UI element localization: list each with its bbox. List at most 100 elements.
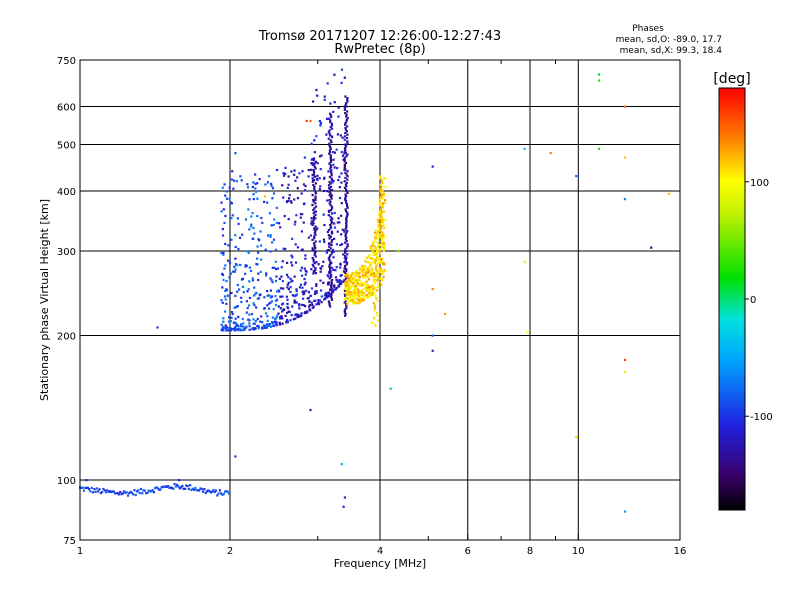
f-layer-x-point bbox=[379, 259, 382, 262]
f-layer-o-point bbox=[271, 316, 274, 319]
f-layer-o-point bbox=[237, 324, 240, 327]
f-layer-o-point bbox=[335, 148, 338, 151]
f-layer-o-point bbox=[284, 166, 287, 169]
f-layer-o-point bbox=[240, 325, 243, 328]
e-layer-point bbox=[159, 488, 162, 491]
f-layer-o-point bbox=[328, 202, 331, 205]
f-layer-o-point bbox=[254, 319, 258, 323]
f-layer-o-point bbox=[257, 251, 260, 254]
f-layer-x-point bbox=[373, 251, 376, 254]
f-layer-o-point bbox=[290, 254, 293, 257]
f-layer-o-point bbox=[346, 205, 349, 208]
y-axis: 75 100 200 300 400 500 600 750 bbox=[57, 56, 86, 547]
f-layer-o-point bbox=[344, 148, 347, 151]
f-layer-o-point bbox=[311, 257, 314, 260]
f-layer-o-point bbox=[274, 323, 277, 326]
f-layer-o-point bbox=[222, 278, 225, 282]
e-layer-point bbox=[200, 487, 203, 491]
f-layer-x-point bbox=[381, 218, 384, 222]
f-layer-o-point bbox=[247, 288, 250, 291]
f-layer-x-point bbox=[360, 299, 363, 302]
f-layer-x-point bbox=[378, 175, 382, 178]
e-layer-point bbox=[216, 494, 219, 497]
f-layer-o-point bbox=[309, 234, 313, 237]
f-layer-o-point bbox=[231, 328, 234, 331]
f-layer-o-point bbox=[329, 219, 333, 222]
f-layer-x-point bbox=[354, 284, 357, 288]
isolated-point bbox=[623, 156, 627, 159]
f-layer-x-point bbox=[359, 297, 362, 300]
f-layer-x-point bbox=[373, 231, 376, 234]
f-layer-o-point bbox=[224, 264, 227, 267]
f-layer-o-point bbox=[289, 200, 292, 203]
f-layer-x-point bbox=[346, 303, 349, 306]
f-layer-o-point bbox=[282, 287, 285, 290]
f-layer-x-point bbox=[381, 278, 384, 281]
f-layer-o-point bbox=[277, 312, 280, 315]
f-layer-o-point bbox=[316, 94, 319, 97]
f-layer-o-point bbox=[330, 212, 334, 215]
f-layer-o-point bbox=[312, 215, 316, 218]
f-layer-x-point bbox=[346, 284, 349, 287]
f-layer-o-point bbox=[251, 279, 255, 282]
f-layer-x-point bbox=[381, 221, 385, 224]
f-layer-o-point bbox=[241, 317, 244, 321]
f-layer-o-point bbox=[281, 317, 284, 320]
f-layer-o-point bbox=[266, 234, 270, 237]
f-layer-x-point bbox=[363, 299, 366, 302]
f-layer-o-point bbox=[306, 310, 309, 313]
f-layer-o-point bbox=[263, 326, 266, 330]
f-layer-o-point bbox=[280, 266, 283, 269]
f-layer-o-point bbox=[246, 306, 249, 310]
f-layer-o-point bbox=[339, 274, 342, 277]
f-layer-o-point bbox=[333, 151, 337, 154]
f-layer-o-point bbox=[252, 237, 255, 240]
f-layer-o-point bbox=[330, 282, 334, 285]
f-layer-o-point bbox=[303, 156, 306, 159]
f-layer-o-point bbox=[343, 158, 346, 161]
y-tick-label: 500 bbox=[57, 141, 76, 152]
f-layer-o-point bbox=[303, 189, 307, 192]
f-layer-x-point bbox=[354, 280, 357, 283]
f-layer-o-point bbox=[291, 305, 294, 308]
f-layer-o-point bbox=[330, 266, 334, 269]
f-layer-o-point bbox=[234, 234, 237, 237]
f-layer-x-point bbox=[373, 306, 377, 310]
f-layer-o-point bbox=[328, 142, 331, 145]
f-layer-o-point bbox=[281, 184, 284, 187]
f-layer-o-point bbox=[327, 214, 330, 217]
f-layer-o-point bbox=[329, 119, 332, 122]
f-layer-o-point bbox=[339, 243, 342, 247]
f-layer-o-point bbox=[296, 314, 299, 317]
f-layer-o-point bbox=[340, 202, 343, 205]
f-layer-o-point bbox=[312, 242, 316, 245]
f-layer-o-point bbox=[272, 324, 275, 327]
phases-x-mode: mean, sd,X: 99.3, 18.4 bbox=[620, 46, 723, 56]
e-layer-point bbox=[103, 489, 106, 492]
f-layer-x-point bbox=[369, 287, 372, 290]
e-layer-point bbox=[125, 491, 128, 494]
f-layer-o-point bbox=[322, 281, 325, 284]
f-layer-x-point bbox=[347, 279, 350, 282]
f-layer-o-point bbox=[227, 259, 230, 262]
f-layer-o-point bbox=[233, 265, 236, 268]
f-layer-o-point bbox=[267, 302, 271, 305]
f-layer-x-point bbox=[365, 287, 369, 291]
f-layer-o-point bbox=[261, 221, 264, 224]
f-layer-o-point bbox=[273, 218, 276, 221]
e-layer-point bbox=[190, 488, 193, 492]
f-layer-x-point bbox=[347, 288, 350, 291]
f-layer-x-point bbox=[365, 256, 368, 260]
f-layer-x-point bbox=[346, 298, 349, 301]
f-layer-o-point bbox=[326, 82, 329, 85]
f-layer-x-point bbox=[376, 219, 379, 222]
f-layer-o-point bbox=[272, 192, 276, 195]
f-layer-o-point bbox=[259, 270, 262, 274]
f-layer-o-point bbox=[322, 213, 325, 216]
f-layer-x-point bbox=[370, 321, 373, 325]
f-layer-o-point bbox=[343, 165, 347, 168]
f-layer-o-point bbox=[222, 253, 225, 256]
f-layer-o-point bbox=[258, 177, 261, 181]
f-layer-o-point bbox=[343, 266, 347, 269]
f-layer-x-point bbox=[377, 259, 380, 262]
